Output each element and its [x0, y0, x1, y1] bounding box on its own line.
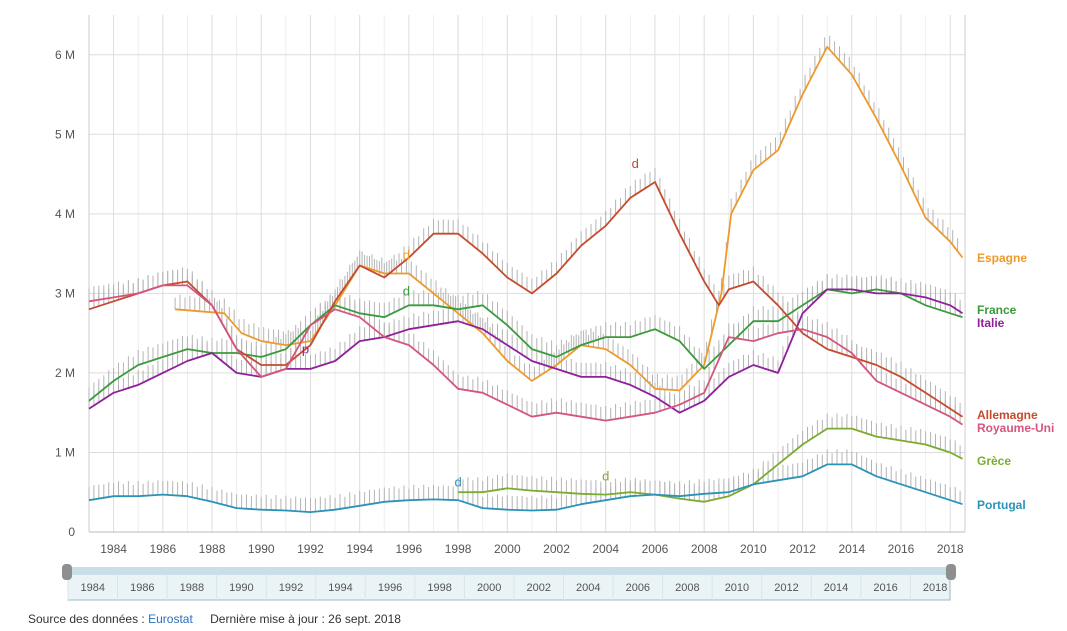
navigator-tick-label: 2018 — [923, 582, 947, 594]
navigator-tick-label: 1998 — [427, 582, 451, 594]
x-tick-label: 2016 — [888, 542, 915, 556]
annotation-marker: d — [632, 156, 639, 171]
x-tick-label: 1996 — [396, 542, 423, 556]
x-tick-label: 2014 — [838, 542, 865, 556]
y-tick-label: 2 M — [55, 366, 75, 380]
y-tick-label: 1 M — [55, 445, 75, 459]
annotation-marker: d — [403, 248, 410, 263]
band-portugal — [88, 449, 961, 513]
series-line-italie[interactable] — [88, 288, 963, 414]
series-line-allemagne[interactable] — [88, 181, 963, 418]
chart-axes: 1984 1986 1988 1990 1992 1994 1996 1998 2000 2002… — [55, 48, 964, 556]
annotation-marker: d — [602, 469, 609, 484]
series-line-royaumeuni[interactable] — [88, 284, 963, 426]
x-tick-label: 1994 — [346, 542, 373, 556]
y-tick-label: 5 M — [55, 127, 75, 141]
navigator-tick-label: 2012 — [774, 582, 798, 594]
x-tick-label: 2008 — [691, 542, 718, 556]
source-link[interactable]: Eurostat — [148, 612, 193, 626]
band-espagne — [174, 35, 959, 391]
navigator-tick-label: 2006 — [626, 582, 650, 594]
series-line-portugal[interactable] — [88, 463, 963, 513]
series-line-france[interactable] — [88, 288, 963, 402]
annotation-marker: d — [403, 283, 410, 298]
x-tick-label: 2006 — [642, 542, 669, 556]
x-tick-label: 2002 — [543, 542, 570, 556]
navigator-tick-label: 1994 — [328, 582, 352, 594]
x-tick-label: 1986 — [149, 542, 176, 556]
navigator-right-handle[interactable] — [946, 564, 956, 580]
navigator-tick-label: 1988 — [180, 582, 204, 594]
series-label: Grèce — [977, 454, 1011, 468]
annotation-marker: d — [454, 474, 461, 489]
navigator-tick-label: 1990 — [229, 582, 253, 594]
navigator-tick-label: 2016 — [873, 582, 897, 594]
navigator-tick-label: 2008 — [675, 582, 699, 594]
navigator-top-bar — [68, 568, 950, 575]
navigator-tick-label: 1986 — [130, 582, 154, 594]
series-label: Allemagne — [977, 408, 1038, 422]
band-italie — [88, 274, 961, 413]
x-tick-label: 1998 — [445, 542, 472, 556]
series-label: France — [977, 303, 1017, 317]
x-tick-label: 1988 — [199, 542, 226, 556]
band-allemagne — [88, 167, 961, 416]
series-line-grce[interactable] — [458, 427, 963, 503]
x-tick-label: 2010 — [740, 542, 767, 556]
annotation-marker: p — [302, 341, 309, 356]
navigator-tick-label: 2000 — [477, 582, 501, 594]
series-label: Italie — [977, 316, 1005, 330]
series-label: Espagne — [977, 251, 1027, 265]
navigator-tick-label: 2002 — [526, 582, 550, 594]
last-update: Dernière mise à jour : 26 sept. 2018 — [210, 612, 401, 626]
y-tick-label: 0 — [68, 525, 75, 539]
y-tick-label: 3 M — [55, 286, 75, 300]
y-tick-label: 4 M — [55, 207, 75, 221]
chart-uncertainty-bands — [88, 35, 961, 513]
navigator-tick-label: 1984 — [81, 582, 105, 594]
x-tick-label: 2012 — [789, 542, 816, 556]
navigator-tick-label: 1992 — [279, 582, 303, 594]
chart-series-lines — [88, 45, 964, 513]
x-tick-label: 2000 — [494, 542, 521, 556]
chart-annotations: d d d d d p — [302, 156, 639, 489]
x-tick-label: 1992 — [297, 542, 324, 556]
series-label: Portugal — [977, 498, 1026, 512]
source-label: Source des données : — [28, 612, 145, 626]
series-label: Royaume-Uni — [977, 421, 1054, 435]
navigator-tick-label: 2004 — [576, 582, 600, 594]
navigator-left-handle[interactable] — [62, 564, 72, 580]
chart-grid — [88, 15, 966, 533]
navigator-tick-label: 2010 — [725, 582, 749, 594]
x-tick-label: 1990 — [248, 542, 275, 556]
chart: 1984 1986 1988 1990 1992 1994 1996 1998 2000 2002… — [55, 15, 1054, 601]
source-footer: Source des données : Eurostat Dernière m… — [28, 612, 401, 626]
x-tick-label: 1984 — [100, 542, 127, 556]
navigator-tick-label: 1996 — [378, 582, 402, 594]
x-tick-label: 2004 — [592, 542, 619, 556]
range-navigator[interactable]: 1984 1986 1988 1990 1992 1994 1996 1998 2000 2002… — [62, 564, 956, 601]
navigator-tick-label: 2014 — [824, 582, 848, 594]
x-tick-label: 2018 — [937, 542, 964, 556]
y-tick-label: 6 M — [55, 48, 75, 62]
